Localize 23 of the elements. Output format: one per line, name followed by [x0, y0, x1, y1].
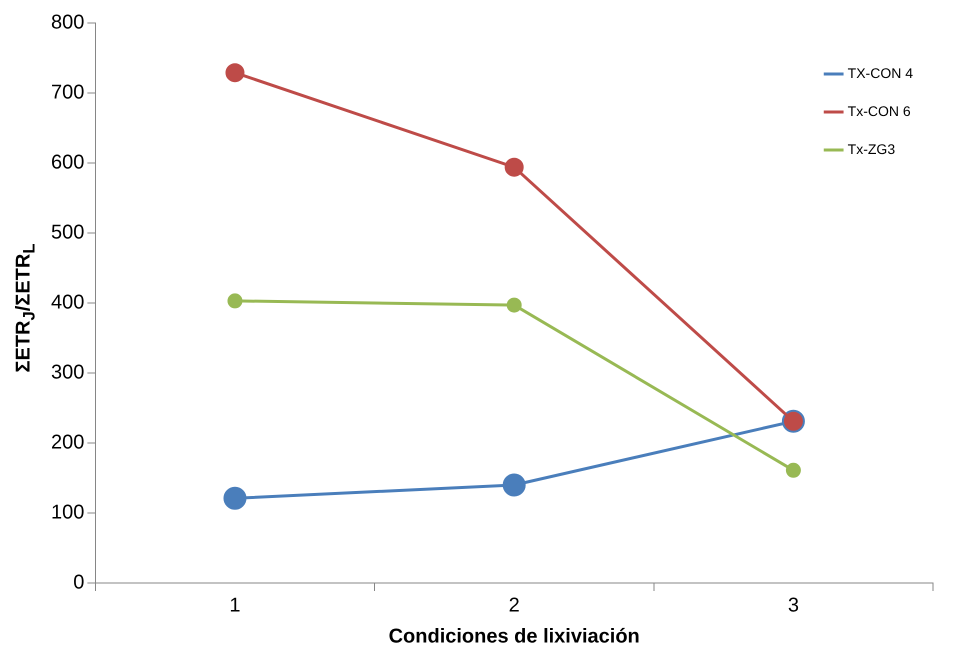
x-tick-label: 3 [788, 594, 799, 617]
y-tick-label: 100 [50, 502, 84, 524]
y-tick-label: 400 [50, 292, 84, 314]
legend-label: Tx-CON 6 [848, 102, 911, 119]
point [223, 486, 246, 510]
y-tick-label: 500 [50, 222, 84, 244]
x-axis-title: Condiciones de lixiviación [388, 626, 640, 648]
point [786, 462, 801, 478]
point [502, 474, 526, 496]
y-tick-label: 200 [50, 432, 84, 454]
point [227, 293, 242, 308]
y-tick-label: 600 [50, 152, 84, 174]
point [225, 63, 244, 82]
x-tick-label: 1 [229, 594, 241, 617]
y-tick-label: 0 [73, 572, 84, 594]
point [506, 298, 522, 313]
legend-label: TX-CON 4 [848, 64, 914, 81]
x-tick-label: 2 [508, 594, 520, 617]
y-tick-label: 300 [50, 362, 84, 384]
y-tick-label: 800 [50, 12, 84, 34]
legend-label: Tx-ZG3 [848, 140, 896, 157]
point [504, 158, 524, 177]
y-tick-label: 700 [50, 82, 84, 104]
